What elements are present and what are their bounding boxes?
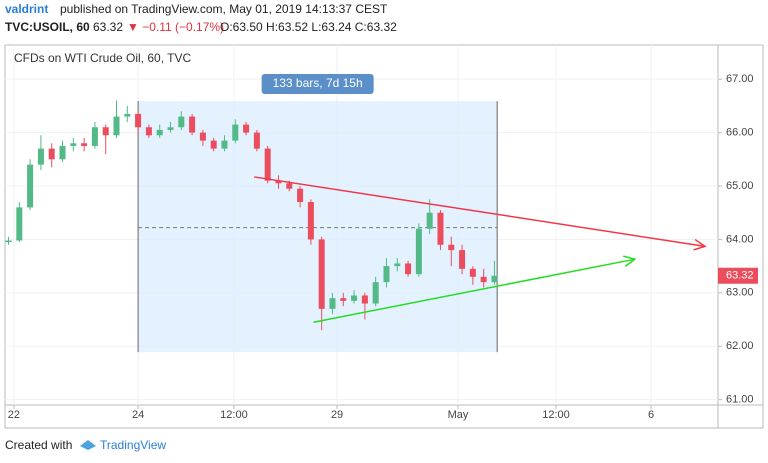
candle-body <box>275 180 282 184</box>
candle-body <box>448 244 455 251</box>
candle-body <box>113 116 120 136</box>
last-price-tag <box>718 267 758 284</box>
candle-body <box>232 124 239 141</box>
candle-body <box>415 228 422 275</box>
y-tick-label: 63.00 <box>726 287 754 299</box>
trend-line <box>254 176 706 248</box>
candle-body <box>102 127 109 136</box>
candle-body <box>167 127 174 130</box>
candle-body <box>405 263 412 275</box>
candle-body <box>124 113 131 117</box>
candle-body <box>178 116 185 128</box>
last-price-label: 63.32 <box>726 270 754 282</box>
candle-body <box>491 275 498 283</box>
candle-body <box>27 164 34 208</box>
trend-line <box>313 258 635 323</box>
candle-body <box>37 148 44 165</box>
candle-body <box>70 143 77 146</box>
published: published on TradingView.com, May 01, 20… <box>60 2 388 16</box>
x-tick-label: 6 <box>648 409 654 421</box>
candle-body <box>189 116 196 133</box>
candle-body <box>48 148 55 160</box>
candle-body <box>253 132 260 149</box>
candle-body <box>480 276 487 283</box>
candle-body <box>469 268 476 277</box>
range-label: 133 bars, 7d 15h <box>273 76 363 90</box>
x-tick-label: 12:00 <box>542 409 570 421</box>
arrow-head <box>623 255 637 267</box>
y-tick-label: 61.00 <box>726 394 754 406</box>
y-tick-label: 62.00 <box>726 340 754 352</box>
range-box <box>138 101 498 353</box>
candle-body <box>286 183 293 189</box>
logo <box>80 440 96 450</box>
candle-body <box>243 124 250 133</box>
x-tick-label: 24 <box>132 409 144 421</box>
author[interactable]: valdrint <box>5 2 48 16</box>
footer-created: Created with <box>5 438 72 452</box>
candle-body <box>318 239 325 309</box>
candle-body <box>145 127 152 136</box>
symbol: TVC:USOIL, 60 <box>5 20 90 34</box>
candle-body <box>307 202 314 240</box>
candle-body <box>297 188 304 203</box>
candle-body <box>351 295 358 301</box>
range-label-bg <box>261 74 374 94</box>
candle-body <box>459 250 466 269</box>
footer-brand[interactable]: TradingView <box>100 438 166 452</box>
chart-title: CFDs on WTI Crude Oil, 60, TVC <box>14 51 191 65</box>
candle-body <box>372 282 379 304</box>
candle-body <box>426 212 433 229</box>
x-tick-label: 22 <box>8 409 20 421</box>
candle-body <box>81 143 88 146</box>
candle-body <box>135 113 142 128</box>
candle-body <box>156 129 163 136</box>
candle-body <box>199 132 206 141</box>
y-tick-label: 64.00 <box>726 233 754 245</box>
candle-body <box>394 263 401 267</box>
candle-body <box>5 240 12 243</box>
candle-body <box>210 140 217 149</box>
candle-body <box>361 295 368 304</box>
candle-body <box>264 148 271 181</box>
candle-body <box>383 266 390 283</box>
x-tick-label: May <box>448 409 469 421</box>
frame <box>4 44 764 429</box>
y-tick-label: 65.00 <box>726 180 754 192</box>
y-tick-label: 67.00 <box>726 73 754 85</box>
x-tick-label: 29 <box>331 409 343 421</box>
last-price: 63.32 <box>93 20 123 34</box>
arrow-head <box>693 238 707 251</box>
candle-body <box>329 298 336 309</box>
change: ▼ −0.11 (−0.17%) <box>127 20 224 34</box>
candle-body <box>59 145 66 160</box>
x-tick-label: 12:00 <box>220 409 248 421</box>
candle-body <box>340 298 347 301</box>
candle-body <box>437 212 444 245</box>
y-tick-label: 66.00 <box>726 127 754 139</box>
candle-body <box>221 140 228 149</box>
ohlc: O:63.50 H:63.52 L:63.24 C:63.32 <box>220 20 397 34</box>
candle-body <box>16 207 23 241</box>
candle-body <box>91 127 98 146</box>
